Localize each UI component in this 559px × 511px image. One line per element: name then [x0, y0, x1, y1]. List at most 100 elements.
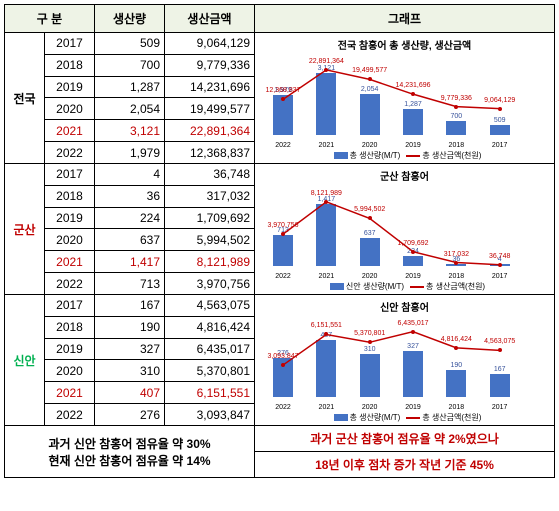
chart-line-point: [454, 105, 458, 109]
year-cell: 2019: [45, 207, 95, 229]
chart-x-label: 2019: [398, 404, 428, 411]
chart-line-point: [368, 77, 372, 81]
amount-cell: 5,370,801: [165, 360, 255, 382]
chart-title: 군산 참홍어: [259, 168, 550, 183]
chart-x-label: 2017: [485, 404, 515, 411]
chart-bar: [446, 121, 466, 135]
chart-bar-label: 1,287: [393, 101, 433, 108]
production-cell: 713: [95, 273, 165, 295]
chart-x-label: 2020: [355, 273, 385, 280]
chart-line-label: 12,368,837: [258, 87, 308, 94]
table-row: 군산2017436,748군산 참홍어71320223,970,7561,417…: [5, 164, 555, 186]
production-cell: 3,121: [95, 120, 165, 142]
amount-cell: 4,563,075: [165, 295, 255, 317]
chart-line-label: 8,121,989: [301, 190, 351, 197]
chart-x-label: 2020: [355, 404, 385, 411]
production-cell: 310: [95, 360, 165, 382]
amount-cell: 12,368,837: [165, 142, 255, 164]
chart-line-point: [454, 346, 458, 350]
production-cell: 1,287: [95, 76, 165, 98]
chart-bar: [446, 370, 466, 397]
chart-cell: 군산 참홍어 71320223,970,7561,41720218,121,989…: [255, 164, 555, 295]
region-cell: 전국: [5, 33, 45, 164]
header-row: 구 분 생산량 생산금액 그래프: [5, 5, 555, 33]
production-cell: 637: [95, 229, 165, 251]
production-cell: 1,417: [95, 251, 165, 273]
chart-line-point: [281, 232, 285, 236]
chart-x-label: 2021: [311, 142, 341, 149]
chart-line-point: [411, 330, 415, 334]
year-cell: 2022: [45, 273, 95, 295]
year-cell: 2019: [45, 338, 95, 360]
production-cell: 1,979: [95, 142, 165, 164]
chart-x-label: 2022: [268, 273, 298, 280]
chart-x-label: 2017: [485, 273, 515, 280]
chart-line-point: [454, 261, 458, 265]
chart-x-label: 2018: [441, 273, 471, 280]
amount-cell: 3,093,847: [165, 404, 255, 426]
year-cell: 2021: [45, 382, 95, 404]
chart-line-point: [281, 97, 285, 101]
footer-right-2: 18년 이후 점차 증가 작년 기준 45%: [255, 452, 555, 478]
chart-title: 신안 참홍어: [259, 299, 550, 314]
year-cell: 2022: [45, 404, 95, 426]
chart-bar: [360, 354, 380, 397]
amount-cell: 19,499,577: [165, 98, 255, 120]
amount-cell: 22,891,364: [165, 120, 255, 142]
chart-bar: [273, 235, 293, 266]
year-cell: 2021: [45, 251, 95, 273]
amount-cell: 9,779,336: [165, 54, 255, 76]
chart-bar-label: 310: [350, 346, 390, 353]
chart-bar-label: 509: [480, 117, 520, 124]
chart-line-point: [324, 68, 328, 72]
year-cell: 2017: [45, 295, 95, 317]
amount-cell: 6,151,551: [165, 382, 255, 404]
chart-line-label: 19,499,577: [345, 67, 395, 74]
header-amount: 생산금액: [165, 5, 255, 33]
chart-x-label: 2018: [441, 404, 471, 411]
chart-bar: [490, 374, 510, 397]
amount-cell: 6,435,017: [165, 338, 255, 360]
region-cell: 신안: [5, 295, 45, 426]
year-cell: 2017: [45, 33, 95, 55]
production-cell: 509: [95, 33, 165, 55]
footer-right-1: 과거 군산 참홍어 점유율 약 2%였으나: [255, 426, 555, 452]
year-cell: 2020: [45, 360, 95, 382]
year-cell: 2022: [45, 142, 95, 164]
chart-line-label: 4,563,075: [475, 338, 525, 345]
year-cell: 2018: [45, 54, 95, 76]
chart-x-label: 2019: [398, 273, 428, 280]
chart-x-label: 2019: [398, 142, 428, 149]
chart-bar-label: 327: [393, 343, 433, 350]
chart-line-label: 6,435,017: [388, 320, 438, 327]
chart-bar: [403, 109, 423, 135]
chart-bar-label: 190: [436, 362, 476, 369]
chart-title: 전국 참홍어 총 생산량, 생산금액: [259, 37, 550, 52]
chart-line-label: 5,370,801: [345, 330, 395, 337]
header-production: 생산량: [95, 5, 165, 33]
year-cell: 2018: [45, 316, 95, 338]
chart-area: 71320223,970,7561,41720218,121,989637202…: [263, 185, 546, 280]
amount-cell: 1,709,692: [165, 207, 255, 229]
amount-cell: 317,032: [165, 185, 255, 207]
production-cell: 4: [95, 164, 165, 186]
data-table: 구 분 생산량 생산금액 그래프 전국20175099,064,129전국 참홍…: [4, 4, 555, 478]
chart-cell: 신안 참홍어27620223,093,84740720216,151,55131…: [255, 295, 555, 426]
header-gubun: 구 분: [5, 5, 95, 33]
chart-x-label: 2017: [485, 142, 515, 149]
production-cell: 276: [95, 404, 165, 426]
chart-bar: [490, 125, 510, 135]
chart-line-point: [411, 250, 415, 254]
chart-line-label: 9,064,129: [475, 97, 525, 104]
amount-cell: 14,231,696: [165, 76, 255, 98]
production-cell: 2,054: [95, 98, 165, 120]
chart-legend: 총 생산량(M/T)총 생산금액(천원): [259, 412, 550, 423]
chart-line-label: 5,994,502: [345, 206, 395, 213]
footer-row: 과거 신안 참홍어 점유율 약 30%현재 신안 참홍어 점유율 약 14%과거…: [5, 426, 555, 452]
header-graph: 그래프: [255, 5, 555, 33]
production-cell: 224: [95, 207, 165, 229]
chart-bar-label: 167: [480, 366, 520, 373]
chart-x-label: 2020: [355, 142, 385, 149]
chart-line-label: 14,231,696: [388, 82, 438, 89]
chart-line-point: [281, 363, 285, 367]
